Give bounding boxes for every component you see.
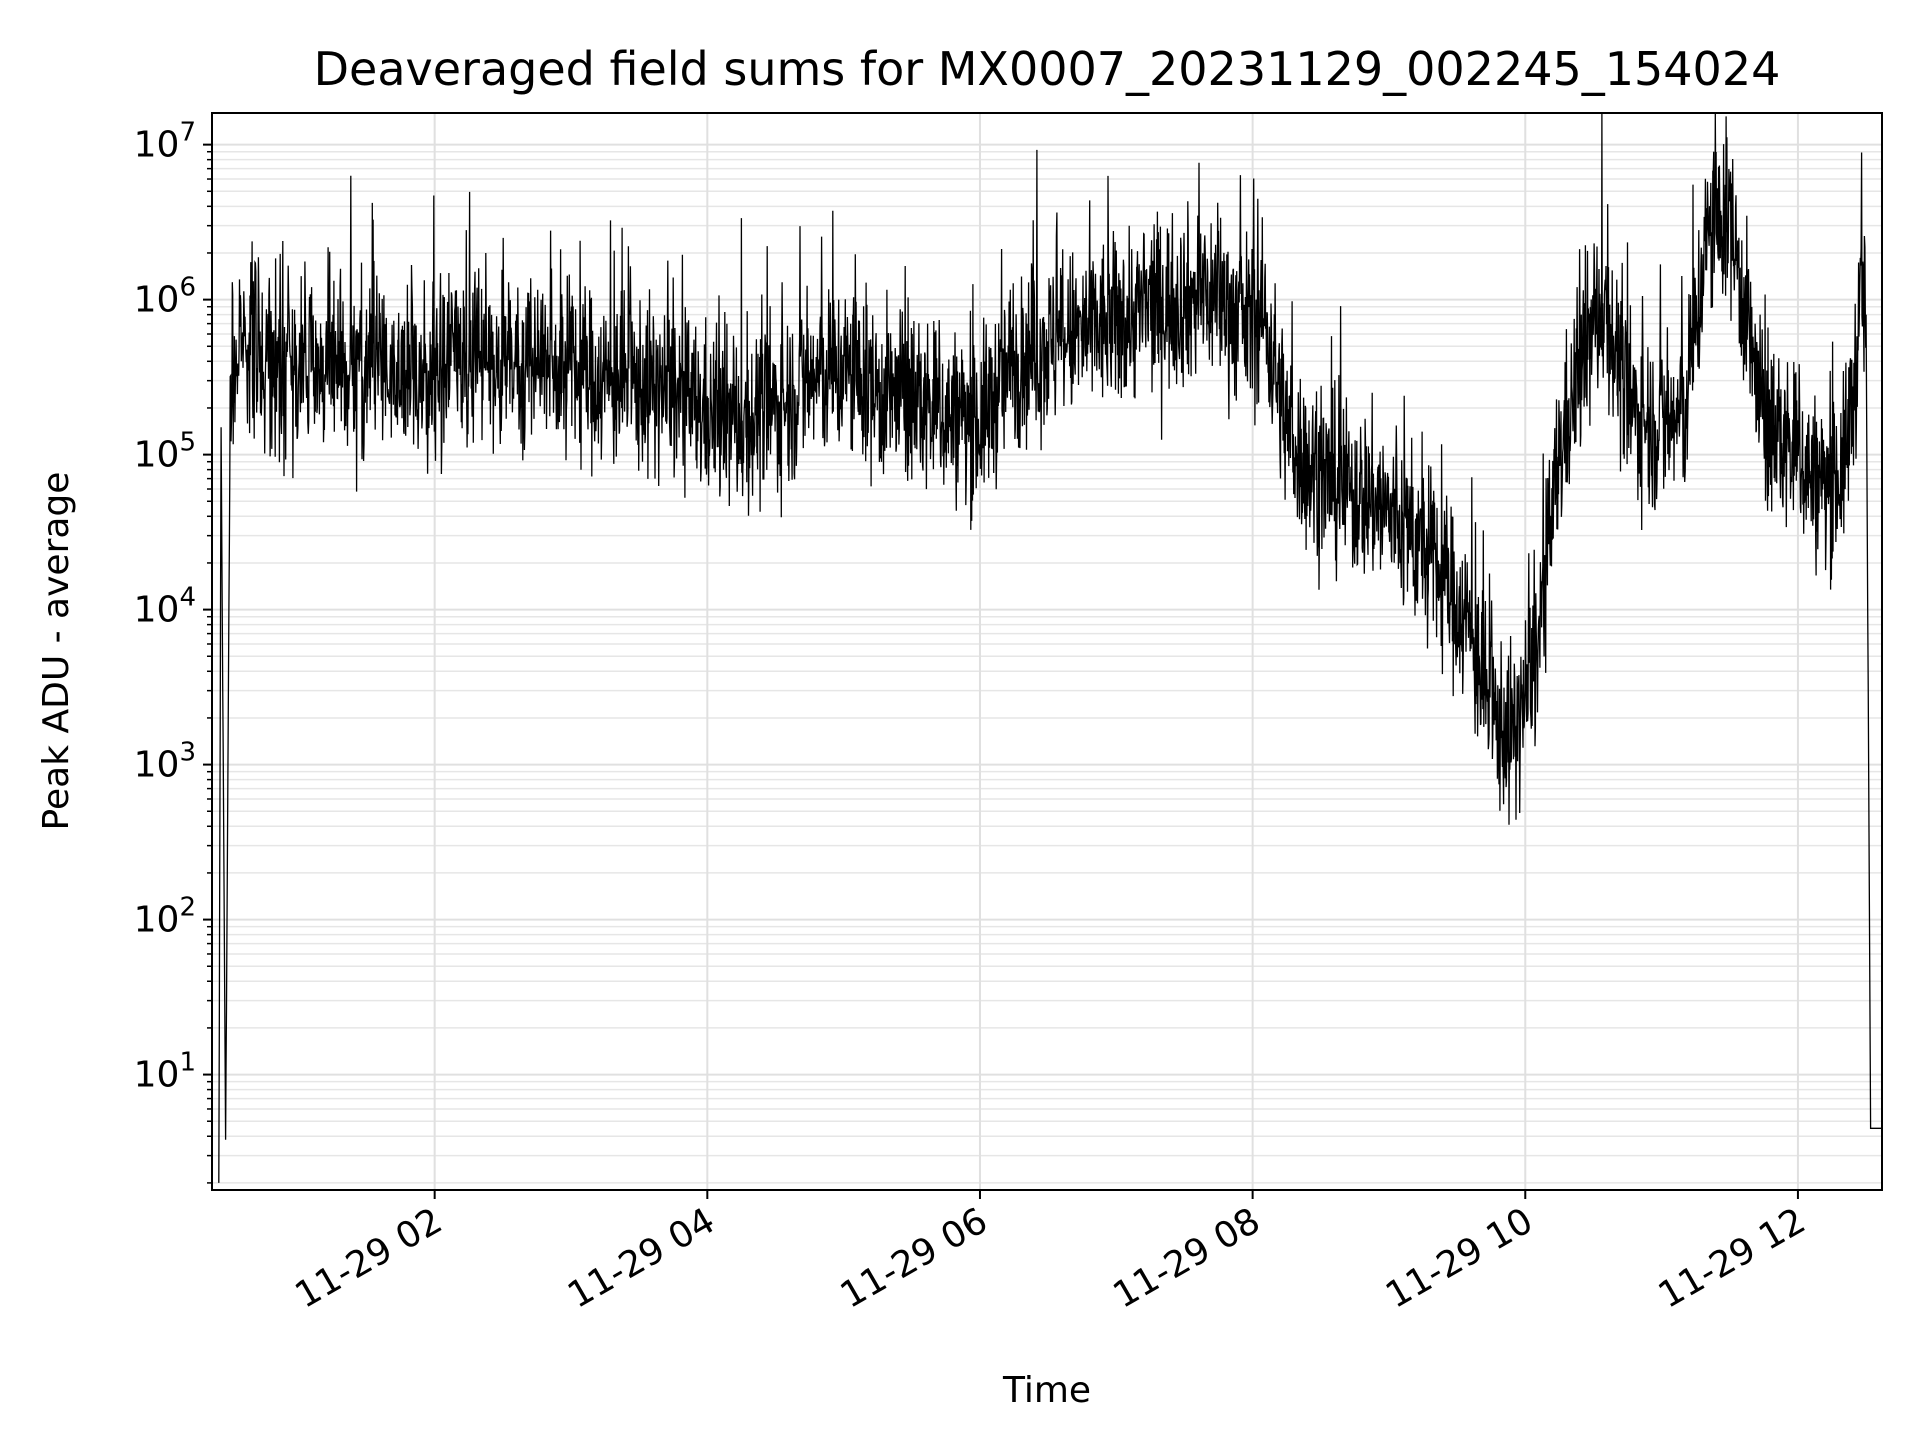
- y-tick-label: 107: [134, 118, 196, 166]
- y-tick-label: 104: [134, 583, 196, 631]
- data-line: [218, 113, 1882, 1183]
- x-axis-label: Time: [1002, 1370, 1091, 1411]
- y-axis-ticks: 101 102 103 104 105 106 107: [134, 118, 212, 1184]
- y-tick-label: 101: [134, 1048, 196, 1096]
- plot-frame: [211, 112, 1883, 1191]
- chart-title: Deaveraged field sums for MX0007_2023112…: [314, 42, 1781, 96]
- y-tick-label: 102: [134, 893, 196, 941]
- y-axis-label: Peak ADU - average: [36, 472, 77, 831]
- series-layer: [218, 113, 1882, 1183]
- y-tick-label: 105: [134, 428, 196, 476]
- y-tick-label: 103: [134, 738, 196, 786]
- major-grid: [212, 113, 1882, 1190]
- y-tick-label: 106: [134, 273, 196, 321]
